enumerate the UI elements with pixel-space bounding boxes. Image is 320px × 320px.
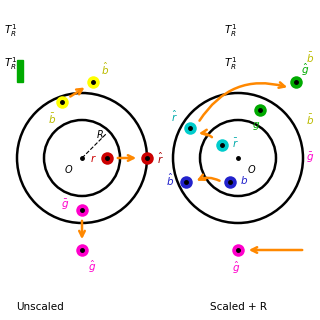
Text: $\bar{b}$: $\bar{b}$ bbox=[306, 51, 314, 65]
Text: $O$: $O$ bbox=[64, 163, 74, 175]
Text: $\bar{g}$: $\bar{g}$ bbox=[306, 151, 314, 165]
Text: $\bar{r}$: $\bar{r}$ bbox=[232, 136, 239, 149]
Text: $\bar{b}$: $\bar{b}$ bbox=[306, 113, 314, 127]
Text: Unscaled: Unscaled bbox=[16, 302, 64, 312]
Text: $\hat{g}$: $\hat{g}$ bbox=[232, 260, 240, 276]
Text: $\hat{r}$: $\hat{r}$ bbox=[157, 150, 164, 166]
Text: $\hat{g}$: $\hat{g}$ bbox=[88, 259, 96, 275]
Bar bbox=[17, 60, 23, 82]
Text: $T_R^1$: $T_R^1$ bbox=[224, 55, 237, 72]
Text: $r$: $r$ bbox=[90, 153, 97, 164]
Text: $g$: $g$ bbox=[252, 120, 260, 132]
Text: $\hat{b}$: $\hat{b}$ bbox=[101, 61, 109, 77]
Text: Scaled + R: Scaled + R bbox=[210, 302, 267, 312]
Text: $O$: $O$ bbox=[247, 163, 257, 175]
Text: $\hat{g}$: $\hat{g}$ bbox=[301, 62, 309, 78]
Text: $b$: $b$ bbox=[240, 174, 248, 186]
Text: $\hat{b}$: $\hat{b}$ bbox=[166, 172, 174, 188]
Text: $T_R^1$: $T_R^1$ bbox=[224, 22, 237, 39]
Text: $T_R^1$: $T_R^1$ bbox=[4, 55, 17, 72]
Text: $\bar{b}$: $\bar{b}$ bbox=[48, 112, 56, 126]
Text: $\bar{g}$: $\bar{g}$ bbox=[61, 198, 69, 212]
Text: $\hat{r}$: $\hat{r}$ bbox=[171, 109, 178, 124]
Text: $R$: $R$ bbox=[96, 128, 104, 140]
Text: $T_R^1$: $T_R^1$ bbox=[4, 22, 17, 39]
